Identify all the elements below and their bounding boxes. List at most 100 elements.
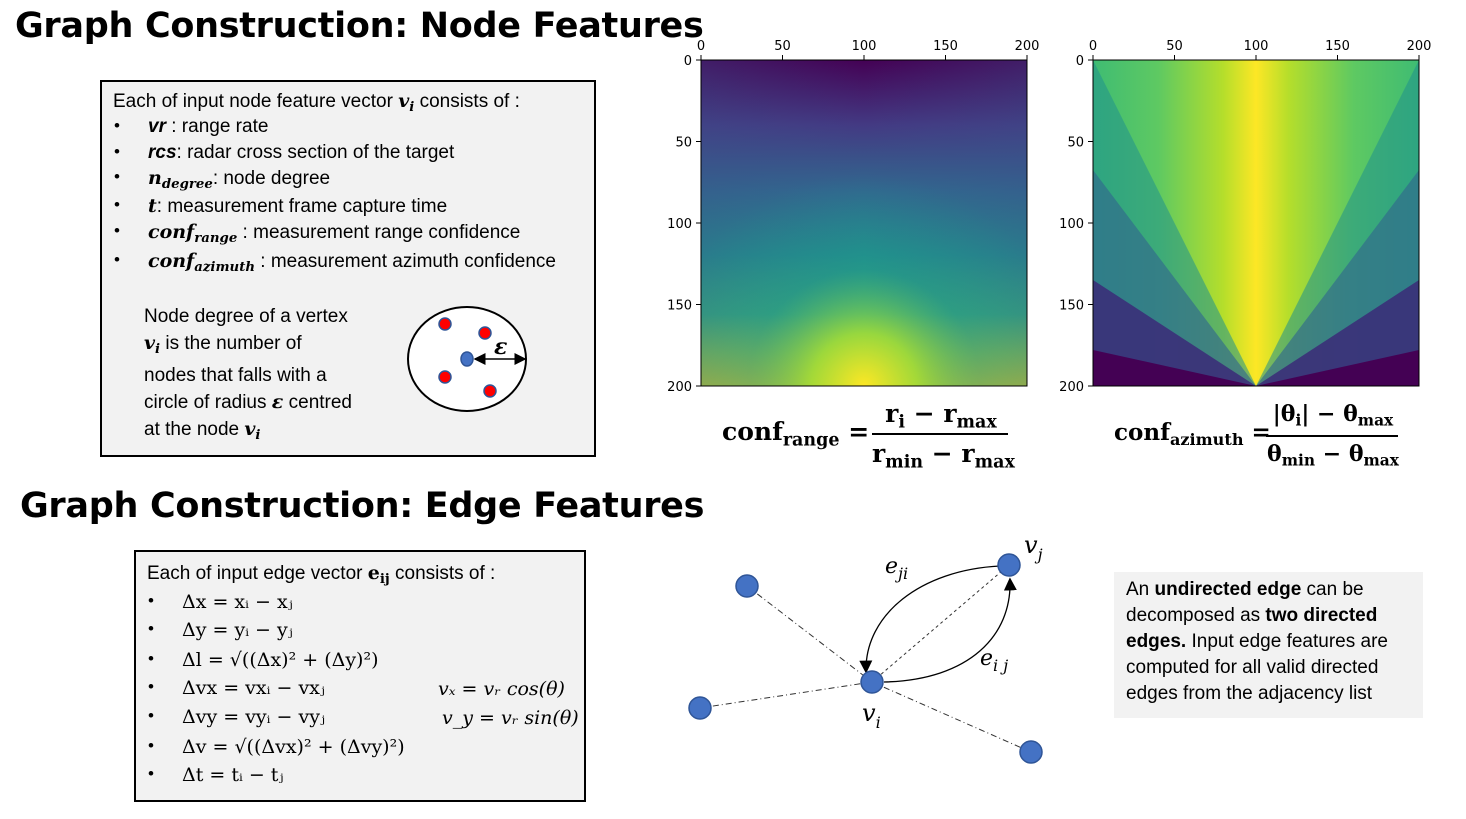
edge-features-box: Each of input edge vector eij consists o… [134, 550, 586, 802]
range-fraction-bar [872, 433, 1008, 435]
y-tick-label: 50 [675, 136, 692, 151]
edge-intro-sub: ij [379, 571, 390, 587]
node-intro-sub: i [409, 99, 415, 115]
edge-note: An undirected edge can be decomposed as … [1126, 577, 1388, 707]
edge-note-line: computed for all valid directed [1126, 657, 1379, 678]
x-tick-label: 100 [1244, 39, 1269, 54]
directed-edge-ji [859, 565, 1001, 674]
degree-note-line: at the node vi [144, 417, 261, 443]
x-tick-label: 0 [697, 39, 705, 54]
range-formula: confrange = ri − rmax rmin − rmax [722, 395, 1022, 475]
edge-intro-var: e [367, 562, 380, 584]
dashed-edge [746, 585, 873, 683]
feature-desc: : measurement range confidence [237, 222, 521, 243]
node-degree-note: Node degree of a vertex vi is the number… [144, 304, 352, 449]
x-tick-label: 150 [1325, 39, 1350, 54]
degree-note-line: circle of radius ε centred [144, 390, 352, 413]
edge-note-box: An undirected edge can be decomposed as … [1114, 572, 1423, 718]
feature-desc: : measurement azimuth confidence [255, 251, 556, 272]
label-vi: vi [862, 699, 881, 732]
feature-symbol: rcs [148, 142, 177, 163]
azimuth-wedge [1093, 350, 1256, 386]
x-tick-label: 150 [933, 39, 958, 54]
graph-node [735, 574, 759, 598]
x-tick-label: 50 [774, 39, 791, 54]
node-intro-suffix: consists of : [414, 91, 520, 112]
edge-feature-formula: Δl = √((Δx)² + (Δy)²) [182, 649, 379, 671]
edge-note-line: decomposed as two directed [1126, 605, 1378, 626]
edge-diagram: vj vi eji ei j [688, 531, 1043, 764]
neighbor-node [483, 384, 497, 398]
azimuth-formula-lhs: confazimuth = [1114, 419, 1271, 449]
degree-note-line: vi is the number of [144, 332, 302, 357]
vx-formula: vₓ = vᵣ cos(θ) [438, 678, 565, 700]
azimuth-formula-denominator: θmin − θmax [1267, 441, 1399, 470]
neighbor-node [478, 326, 492, 340]
y-tick-label: 100 [1059, 217, 1084, 232]
azimuth-wedge [1256, 350, 1419, 386]
x-tick-label: 200 [1015, 39, 1040, 54]
graph-node [688, 696, 712, 720]
edge-note-line: edges from the adjacency list [1126, 683, 1373, 704]
feature-symbol: n [148, 167, 162, 189]
node-intro: Each of input node feature vector vi con… [113, 90, 520, 115]
y-tick-label: 150 [667, 299, 692, 314]
range-formula-denominator: rmin − rmax [872, 439, 1015, 473]
range-heatmap-ticks: 0 50 100 150 200 0 50 100 150 200 [667, 39, 1039, 395]
y-tick-label: 200 [667, 380, 692, 395]
neighbor-node [438, 317, 452, 331]
edge-feature-formula: Δx = xᵢ − xⱼ [182, 591, 293, 613]
range-formula-lhs: confrange = [722, 417, 870, 451]
degree-note-line: Node degree of a vertex [144, 306, 348, 327]
feature-symbol: t [148, 195, 157, 217]
graph-node-vi [860, 670, 884, 694]
edge-note-line: edges. Input edge features are [1126, 631, 1388, 652]
node-degree-diagram: ε [407, 306, 527, 412]
node-intro-var: v [398, 90, 410, 112]
feature-desc: : measurement frame capture time [156, 196, 448, 217]
dashed-edge [871, 681, 1032, 753]
node-features-box: Each of input node feature vector vi con… [100, 80, 596, 457]
x-tick-label: 50 [1166, 39, 1183, 54]
y-tick-label: 100 [667, 217, 692, 232]
edge-note-line: An undirected edge can be [1126, 579, 1364, 600]
degree-note-line: nodes that falls with a [144, 364, 327, 386]
neighbor-node [438, 370, 452, 384]
azimuth-heatmap: 0 50 100 150 200 0 50 100 150 200 [1059, 39, 1431, 395]
range-formula-numerator: ri − rmax [885, 399, 997, 433]
dashed-edge [699, 681, 873, 709]
range-heatmap: 0 50 100 150 200 0 50 100 150 200 [667, 39, 1039, 395]
azimuth-formula-numerator: |θi| − θmax [1272, 401, 1394, 430]
range-heatmap-highlight [701, 60, 1027, 386]
feature-desc: : radar cross section of the target [176, 142, 455, 163]
feature-symbol: conf [148, 221, 195, 243]
x-tick-label: 0 [1089, 39, 1097, 54]
azimuth-formula: confazimuth = |θi| − θmax θmin − θmax [1114, 395, 1414, 475]
graph-node [1019, 740, 1043, 764]
edge-intro-prefix: Each of input edge vector [147, 563, 368, 584]
edge-feature-formula: Δvy = vyᵢ − vyⱼ [182, 706, 325, 728]
y-tick-label: 200 [1059, 380, 1084, 395]
x-tick-label: 200 [1407, 39, 1432, 54]
azimuth-heatmap-ticks: 0 50 100 150 200 0 50 100 150 200 [1059, 39, 1431, 395]
feature-symbol: vr [148, 116, 166, 137]
feature-symbol: conf [148, 250, 195, 272]
feature-desc: : node degree [212, 168, 331, 189]
edge-feature-formula: Δt = tᵢ − tⱼ [182, 764, 284, 786]
feature-desc: : range rate [165, 116, 269, 137]
edge-intro-suffix: consists of : [389, 563, 496, 584]
edge-features-title: Graph Construction: Edge Features [20, 486, 705, 526]
feature-sub: azimuth [194, 259, 255, 275]
feature-sub: range [194, 230, 238, 246]
label-vj: vj [1024, 531, 1043, 564]
y-tick-label: 150 [1059, 299, 1084, 314]
edge-intro: Each of input edge vector eij consists o… [147, 562, 495, 587]
edge-feature-formula: Δv = √((Δvx)² + (Δvy)²) [182, 736, 405, 758]
dashed-edge [871, 564, 1010, 683]
x-tick-label: 100 [852, 39, 877, 54]
y-tick-label: 50 [1067, 136, 1084, 151]
label-eji: eji [885, 554, 908, 583]
center-node [460, 351, 474, 367]
node-features-title: Graph Construction: Node Features [15, 6, 704, 46]
vy-formula: v_y = vᵣ sin(θ) [442, 707, 579, 729]
